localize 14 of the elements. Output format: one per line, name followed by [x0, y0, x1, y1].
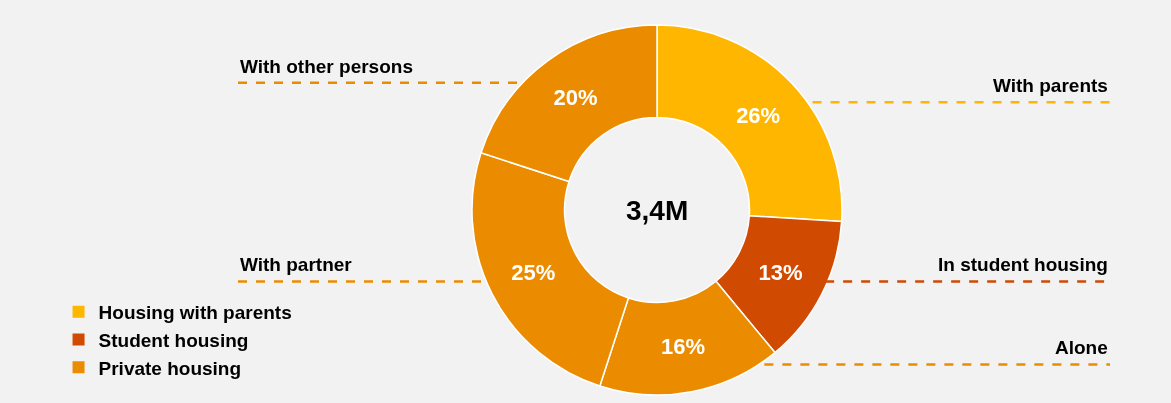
text: 3,4M	[626, 195, 689, 226]
data-label: 13%	[758, 260, 803, 286]
data-label: 25%	[511, 260, 556, 286]
slice-label: With parents	[993, 75, 1108, 96]
data-label: 16%	[660, 333, 706, 359]
data-label: 20%	[553, 85, 598, 111]
text: Student housing	[98, 329, 249, 351]
slice-label: With other persons	[240, 56, 413, 77]
text: Housing with parents	[98, 302, 292, 324]
slice-label: Alone	[1055, 337, 1108, 358]
slice-label: In student housing	[938, 254, 1108, 275]
slice-label: With partner	[240, 254, 353, 275]
data-label: 26%	[736, 102, 781, 128]
text: Private housing	[98, 357, 242, 379]
